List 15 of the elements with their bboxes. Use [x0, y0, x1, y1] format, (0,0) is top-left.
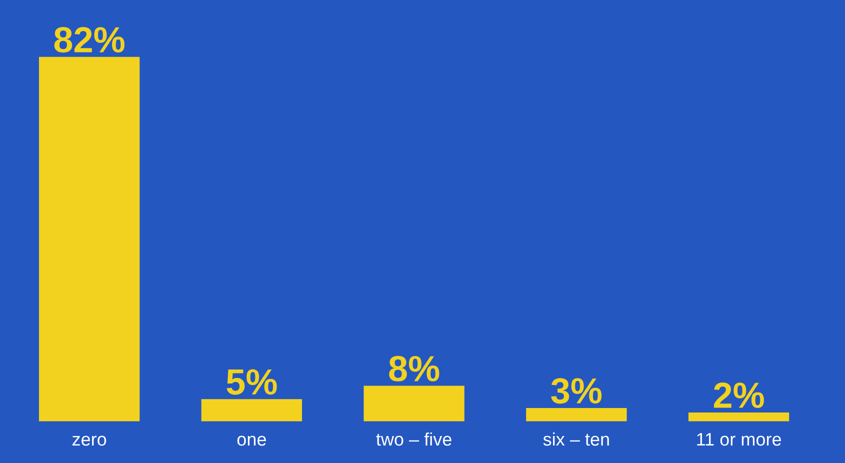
bar [688, 412, 790, 422]
data-label: 82% [54, 27, 124, 53]
bar [201, 399, 302, 422]
bar [526, 408, 627, 422]
data-label: 3% [551, 378, 602, 404]
x-tick-label: six – ten [543, 432, 609, 446]
data-label: 2% [714, 382, 764, 408]
x-tick-label: two – five [376, 432, 452, 446]
x-tick-label: one [237, 436, 266, 446]
data-label: 5% [226, 369, 277, 395]
data-label: 8% [389, 356, 440, 382]
x-tick-label: 11 or more [697, 433, 781, 446]
bar [38, 56, 140, 422]
bar [364, 386, 464, 422]
x-tick-label: zero [72, 436, 106, 446]
